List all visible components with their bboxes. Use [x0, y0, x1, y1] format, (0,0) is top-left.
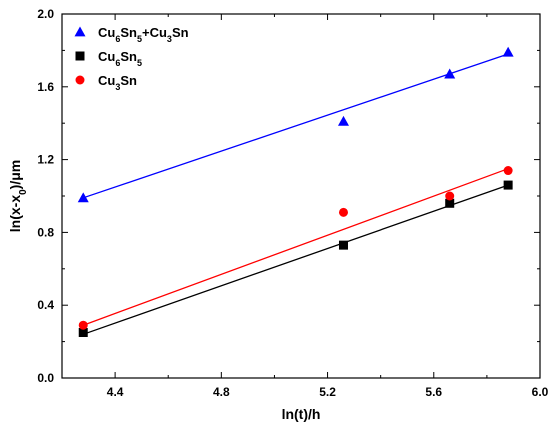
- data-point: [78, 320, 88, 330]
- series-2: [78, 166, 513, 330]
- legend-label: Cu3Sn: [98, 73, 137, 92]
- x-tick-label: 5.6: [425, 385, 442, 399]
- data-point: [338, 240, 348, 250]
- legend-label: Cu6Sn5: [98, 49, 142, 68]
- y-tick-label: 0.8: [37, 225, 54, 239]
- series-layer: [77, 46, 514, 337]
- legend: Cu6Sn5+Cu3Sn Cu6Sn5 Cu3Sn: [74, 25, 189, 92]
- legend-label: Cu6Sn5+Cu3Sn: [98, 25, 189, 44]
- data-point: [77, 192, 89, 203]
- x-tick-label: 6.0: [532, 385, 549, 399]
- data-point: [78, 328, 88, 337]
- y-tick-label: 2.0: [37, 7, 54, 21]
- fit-line: [83, 168, 509, 326]
- data-point: [338, 207, 348, 217]
- legend-marker: [75, 51, 85, 61]
- plot-frame: [61, 13, 541, 379]
- data-point: [444, 68, 456, 79]
- data-point: [502, 46, 514, 57]
- data-point: [445, 191, 455, 201]
- data-point: [337, 115, 349, 126]
- y-tick-label: 0.0: [37, 371, 54, 385]
- y-tick-label: 1.2: [37, 153, 54, 167]
- data-point: [503, 180, 513, 190]
- legend-marker: [75, 75, 85, 85]
- fit-line: [83, 53, 509, 199]
- fit-line: [83, 184, 509, 335]
- axes-layer: 4.4 4.8 5.2 5.6 6.0 0.0 0.4 0.8 1.2 1.6 2.0: [37, 7, 548, 399]
- x-axis-title: ln(t)/h: [282, 406, 321, 422]
- data-point: [445, 198, 455, 208]
- series-0: [77, 46, 514, 203]
- x-tick-label: 4.8: [213, 385, 230, 399]
- x-tick-label: 4.4: [107, 385, 124, 399]
- y-tick-label: 1.6: [37, 80, 54, 94]
- y-tick-label: 0.4: [37, 298, 54, 312]
- x-tick-label: 5.2: [319, 385, 336, 399]
- legend-marker: [74, 26, 86, 37]
- series-1: [78, 180, 513, 337]
- y-axis-title: ln(x-x0)/μm: [7, 160, 29, 232]
- data-point: [503, 166, 513, 176]
